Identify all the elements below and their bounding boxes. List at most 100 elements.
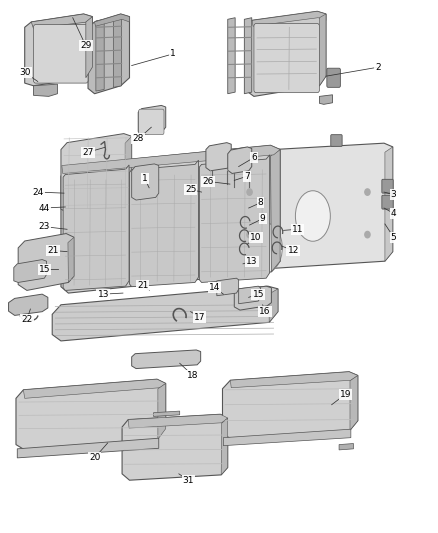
Polygon shape xyxy=(130,160,198,287)
Polygon shape xyxy=(23,379,166,398)
Ellipse shape xyxy=(247,223,283,273)
Circle shape xyxy=(247,231,252,238)
Polygon shape xyxy=(319,95,332,104)
Text: 6: 6 xyxy=(251,153,257,162)
Polygon shape xyxy=(217,278,239,296)
Polygon shape xyxy=(61,146,280,293)
Polygon shape xyxy=(252,11,326,26)
Polygon shape xyxy=(122,414,228,480)
Polygon shape xyxy=(245,11,326,96)
Text: 16: 16 xyxy=(259,307,271,316)
Text: 17: 17 xyxy=(194,312,205,321)
Text: 25: 25 xyxy=(185,185,196,194)
FancyBboxPatch shape xyxy=(139,109,164,135)
Ellipse shape xyxy=(295,191,330,241)
Text: 10: 10 xyxy=(251,233,262,242)
Text: 8: 8 xyxy=(258,198,263,207)
Text: 9: 9 xyxy=(260,214,265,223)
Polygon shape xyxy=(68,237,74,282)
Polygon shape xyxy=(14,260,46,282)
Polygon shape xyxy=(269,289,278,322)
Polygon shape xyxy=(206,143,231,171)
Polygon shape xyxy=(132,164,159,200)
FancyBboxPatch shape xyxy=(382,195,393,209)
Circle shape xyxy=(247,189,252,195)
Text: 13: 13 xyxy=(98,289,109,298)
Polygon shape xyxy=(128,414,228,428)
Text: 14: 14 xyxy=(209,283,220,292)
Polygon shape xyxy=(199,155,270,282)
Text: 5: 5 xyxy=(391,233,396,242)
Polygon shape xyxy=(17,438,159,458)
Polygon shape xyxy=(33,84,57,96)
Polygon shape xyxy=(96,19,104,91)
Polygon shape xyxy=(350,375,358,430)
Text: 44: 44 xyxy=(39,204,50,213)
Text: 15: 15 xyxy=(253,289,264,298)
Polygon shape xyxy=(385,147,393,261)
Polygon shape xyxy=(31,14,92,28)
Text: 4: 4 xyxy=(391,209,396,218)
Text: 11: 11 xyxy=(292,225,304,234)
Text: 21: 21 xyxy=(47,246,59,255)
Polygon shape xyxy=(132,350,201,368)
Text: 21: 21 xyxy=(137,280,148,289)
FancyBboxPatch shape xyxy=(382,179,393,193)
Polygon shape xyxy=(125,136,132,204)
Polygon shape xyxy=(339,443,353,450)
Polygon shape xyxy=(61,134,132,213)
Polygon shape xyxy=(230,372,358,387)
Polygon shape xyxy=(153,411,180,416)
Polygon shape xyxy=(63,165,129,290)
Text: 3: 3 xyxy=(391,190,396,199)
Text: 22: 22 xyxy=(21,315,32,324)
Text: 15: 15 xyxy=(39,265,50,273)
Polygon shape xyxy=(95,14,130,26)
Circle shape xyxy=(365,231,370,238)
Polygon shape xyxy=(223,372,358,439)
Polygon shape xyxy=(244,18,252,94)
Text: 26: 26 xyxy=(202,177,214,186)
Polygon shape xyxy=(86,17,92,78)
Polygon shape xyxy=(271,150,280,272)
Text: 29: 29 xyxy=(80,42,92,51)
Polygon shape xyxy=(158,383,166,439)
Text: 19: 19 xyxy=(340,390,351,399)
Polygon shape xyxy=(228,18,235,94)
Text: 1: 1 xyxy=(142,174,148,183)
Polygon shape xyxy=(234,286,272,310)
Circle shape xyxy=(365,189,370,195)
Polygon shape xyxy=(239,286,261,304)
Polygon shape xyxy=(221,418,228,475)
Polygon shape xyxy=(9,294,48,316)
Text: 23: 23 xyxy=(39,222,50,231)
Polygon shape xyxy=(25,14,92,86)
Text: 2: 2 xyxy=(375,63,381,71)
Text: 31: 31 xyxy=(183,476,194,484)
FancyBboxPatch shape xyxy=(331,135,342,147)
Polygon shape xyxy=(62,146,280,173)
Text: 7: 7 xyxy=(244,172,250,181)
Text: 30: 30 xyxy=(19,68,31,77)
Polygon shape xyxy=(319,14,326,86)
Text: 24: 24 xyxy=(32,188,43,197)
Polygon shape xyxy=(16,379,166,450)
Text: 18: 18 xyxy=(187,371,198,380)
Polygon shape xyxy=(52,286,278,341)
Text: 1: 1 xyxy=(170,50,176,58)
Polygon shape xyxy=(223,429,351,446)
FancyBboxPatch shape xyxy=(327,68,340,87)
Polygon shape xyxy=(228,147,252,173)
Polygon shape xyxy=(138,106,166,135)
Text: 20: 20 xyxy=(89,454,100,463)
Polygon shape xyxy=(210,143,393,272)
Polygon shape xyxy=(18,233,74,290)
Text: 28: 28 xyxy=(133,134,144,143)
Polygon shape xyxy=(113,18,122,87)
Polygon shape xyxy=(88,14,130,94)
Text: 13: 13 xyxy=(246,257,258,265)
Text: 12: 12 xyxy=(287,246,299,255)
FancyBboxPatch shape xyxy=(254,23,319,93)
FancyBboxPatch shape xyxy=(33,25,88,83)
Text: 27: 27 xyxy=(82,148,94,157)
